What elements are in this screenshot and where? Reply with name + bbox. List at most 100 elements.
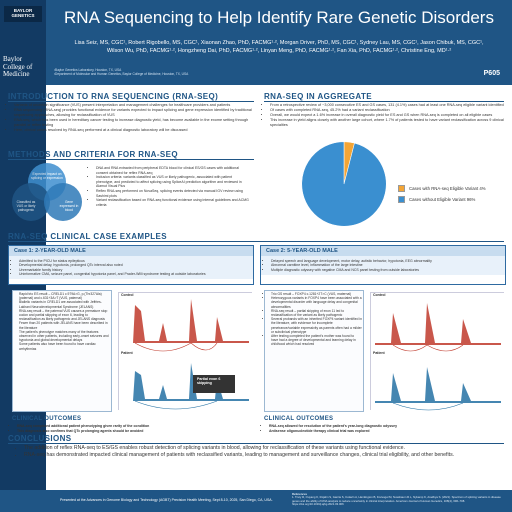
list-item: Variants of uncertain significance (VUS)… (14, 103, 254, 108)
poster-header: RNA Sequencing to Help Identify Rare Gen… (46, 0, 512, 85)
list-item: Uninformative CMA, seizure panel, congen… (19, 272, 248, 276)
poster-footer: Presented at the Advances in Genome Biol… (0, 490, 512, 512)
authors-line2: Wilson Wu, PhD, FACMG¹·², Hongzheng Dai,… (106, 47, 452, 54)
list-item: Antisense oligonucleotide therapy clinic… (269, 429, 504, 434)
list-item: The addition of reflex RNA-seq to ES/GS … (24, 445, 506, 452)
list-item: RNA-seq, which has been used in heredita… (14, 118, 254, 128)
case1-details: Rapid trio ES result – CRELD1 c.979A>G, … (14, 292, 110, 351)
baylor-genetics-logo: BAYLOR GENETICS (4, 6, 42, 22)
affiliation-1: ¹Baylor Genetics Laboratory, Houston, TX… (54, 68, 122, 72)
eligibility-venn-diagram: Expected impact on splicing or expressio… (8, 155, 88, 223)
cases-divider (8, 241, 504, 242)
case1-detail-box (12, 290, 112, 412)
poster-title: RNA Sequencing to Help Identify Rare Gen… (64, 8, 494, 27)
methods-bullets: DNA and RNA extracted from peripheral ED… (90, 166, 250, 207)
case2-header: Case 2: 5-YEAR-OLD MALE (261, 246, 505, 256)
intro-divider (8, 101, 254, 102)
case1-outcomes: RNA-seq completed additional patient phe… (12, 424, 252, 433)
venn-circle-left: Classified as VUS or likely pathogenic (12, 183, 50, 221)
list-item: Admitted to the PICU for status epilepti… (19, 259, 248, 263)
list-item: Biallelic variants in CRELD1 are associa… (19, 300, 110, 308)
author-list: Lisa Seiz, MS, CGC¹, Robert Rigobello, M… (54, 40, 504, 55)
list-item: Fewer than 20 patients with JELANS have … (19, 321, 110, 329)
methods-divider (8, 159, 254, 160)
intro-title: INTRODUCTION TO RNA SEQUENCING (RNA-SEQ) (8, 92, 219, 101)
case2-detail-box (264, 290, 364, 412)
legend-label: Cases without Eligible Variant 96% (409, 197, 476, 202)
list-item: Multiple diagnostic odyssey with negativ… (271, 268, 500, 272)
cases-title: RNA-SEQ CLINICAL CASE EXAMPLES (8, 232, 167, 241)
case1-summary: Case 1: 2-YEAR-OLD MALE Admitted to the … (8, 245, 254, 285)
intro-bullets: Variants of uncertain significance (VUS)… (8, 103, 254, 133)
list-item: Rapid trio ES result – CRELD1 c.979A>G, … (19, 292, 110, 300)
references: References 1. Truty R, Ouyang K, Rojahn … (292, 492, 507, 507)
list-item: Delayed speech and language development,… (271, 259, 500, 263)
list-item: Variant reclassification based on RNA-se… (96, 198, 250, 207)
case1-sashimi-plot: Control Patient Partial exon 6 skipping (118, 292, 253, 411)
case1-outcomes-title: CLINICAL OUTCOMES (12, 416, 82, 422)
pie-slice-1 (301, 141, 387, 227)
legend-label: Cases with RNA-seq Eligible Variant 4% (409, 186, 486, 191)
list-item: This increase in yield aligns closely wi… (270, 118, 504, 128)
legend-swatch (398, 185, 405, 192)
aggregate-divider (264, 101, 504, 102)
list-item: This diagnosis also confirms that QTc pr… (17, 429, 252, 434)
list-item: Overall, we would expect a 1.6% increase… (270, 113, 504, 118)
logo-line2: GENETICS (11, 12, 35, 18)
conclusions-divider (8, 443, 504, 444)
legend-item-not-eligible: Cases without Eligible Variant 96% (398, 196, 508, 203)
list-item: RNA-seq allowed for resolution of the pa… (269, 424, 504, 429)
affiliation-2: ²Department of Molecular and Human Genet… (54, 72, 189, 76)
poster-code: P605 (483, 70, 500, 77)
list-item: Abnormal carnitine level, inflammation o… (271, 263, 500, 267)
case2-sashimi-plot: Control Patient (370, 292, 505, 411)
list-item: RNA-seq result – the paternal VUS causes… (19, 309, 110, 322)
list-item: Heterozygous variants in FOXP4 have been… (271, 296, 362, 309)
case2-details: Trio GS result – FOXP4 c.1281+2T>C (VUS,… (266, 292, 362, 347)
eligibility-pie-chart (301, 141, 387, 227)
list-item: After testing completed the patient's mo… (271, 334, 362, 347)
list-item: RNA-seq has demonstrated impacted clinic… (24, 452, 506, 459)
list-item: Developmental delay, hypotonia, prolonge… (19, 263, 248, 267)
list-item: Inclusion criteria: variants classified … (96, 175, 250, 189)
affiliations: ¹Baylor Genetics Laboratory, Houston, TX… (54, 68, 354, 76)
case2-sashimi-graphic (371, 293, 505, 411)
pie-legend: Cases with RNA-seq Eligible Variant 4% C… (398, 185, 508, 207)
conference-note: Presented at the Advances in Genome Biol… (60, 498, 273, 502)
legend-item-eligible: Cases with RNA-seq Eligible Variant 4% (398, 185, 508, 192)
case2-summary: Case 2: 5-YEAR-OLD MALE Delayed speech a… (260, 245, 506, 285)
logo-line1: BAYLOR (13, 8, 33, 13)
conclusions-bullets: The addition of reflex RNA-seq to ES/GS … (16, 445, 506, 458)
aggregate-title: RNA-SEQ IN AGGREGATE (264, 92, 373, 101)
case1-sashimi-graphic (119, 293, 253, 411)
authors-line1: Lisa Seiz, MS, CGC¹, Robert Rigobello, M… (74, 40, 484, 46)
legend-swatch (398, 196, 405, 203)
list-item: Here, clinical cases resolved by RNA-seq… (14, 128, 254, 133)
conclusions-title: CONCLUSIONS (8, 434, 72, 443)
list-item: RNA-seq completed additional patient phe… (17, 424, 252, 429)
case2-bullets: Delayed speech and language development,… (261, 256, 505, 275)
patient-label: Patient (121, 351, 133, 355)
baylor-college-logo: Baylor College of Medicine (3, 55, 33, 78)
aggregate-bullets: From a retrospective review of ~3,000 co… (264, 103, 504, 128)
control-label: Control (373, 293, 386, 297)
case2-outcomes: RNA-seq allowed for resolution of the pa… (264, 424, 504, 433)
venn-circle-right: Gene expressed in blood (44, 183, 82, 221)
case1-bullets: Admitted to the PICU for status epilepti… (9, 256, 253, 280)
control-label: Control (121, 293, 134, 297)
list-item: Unremarkable family history (19, 268, 248, 272)
exon-skip-annotation: Partial exon 6 skipping (197, 377, 221, 386)
list-item: Of cases with completed RNA-seq, 45.2% h… (270, 108, 504, 113)
list-item: DNA and RNA extracted from peripheral ED… (96, 166, 250, 175)
list-item: Some patients also have been found to ha… (19, 342, 110, 350)
reference-1: 1. Truty R, Ouyang K, Rojahn S, Garcia S… (292, 495, 501, 507)
list-item: From a retrospective review of ~3,000 co… (270, 103, 504, 108)
patient-label: Patient (373, 351, 385, 355)
list-item: RNA sequencing (RNA-seq) provides functi… (14, 108, 254, 118)
list-item: RNA-seq result – partial skipping of exo… (271, 309, 362, 317)
list-item: Several probands with an inherited FOXP4… (271, 317, 362, 334)
case1-header: Case 1: 2-YEAR-OLD MALE (9, 246, 253, 256)
list-item: Reflex RNA-seq performed on NovaSeq, spl… (96, 189, 250, 198)
references-title: References (292, 492, 308, 496)
methods-title: METHODS AND CRITERIA FOR RNA-SEQ (8, 150, 178, 159)
